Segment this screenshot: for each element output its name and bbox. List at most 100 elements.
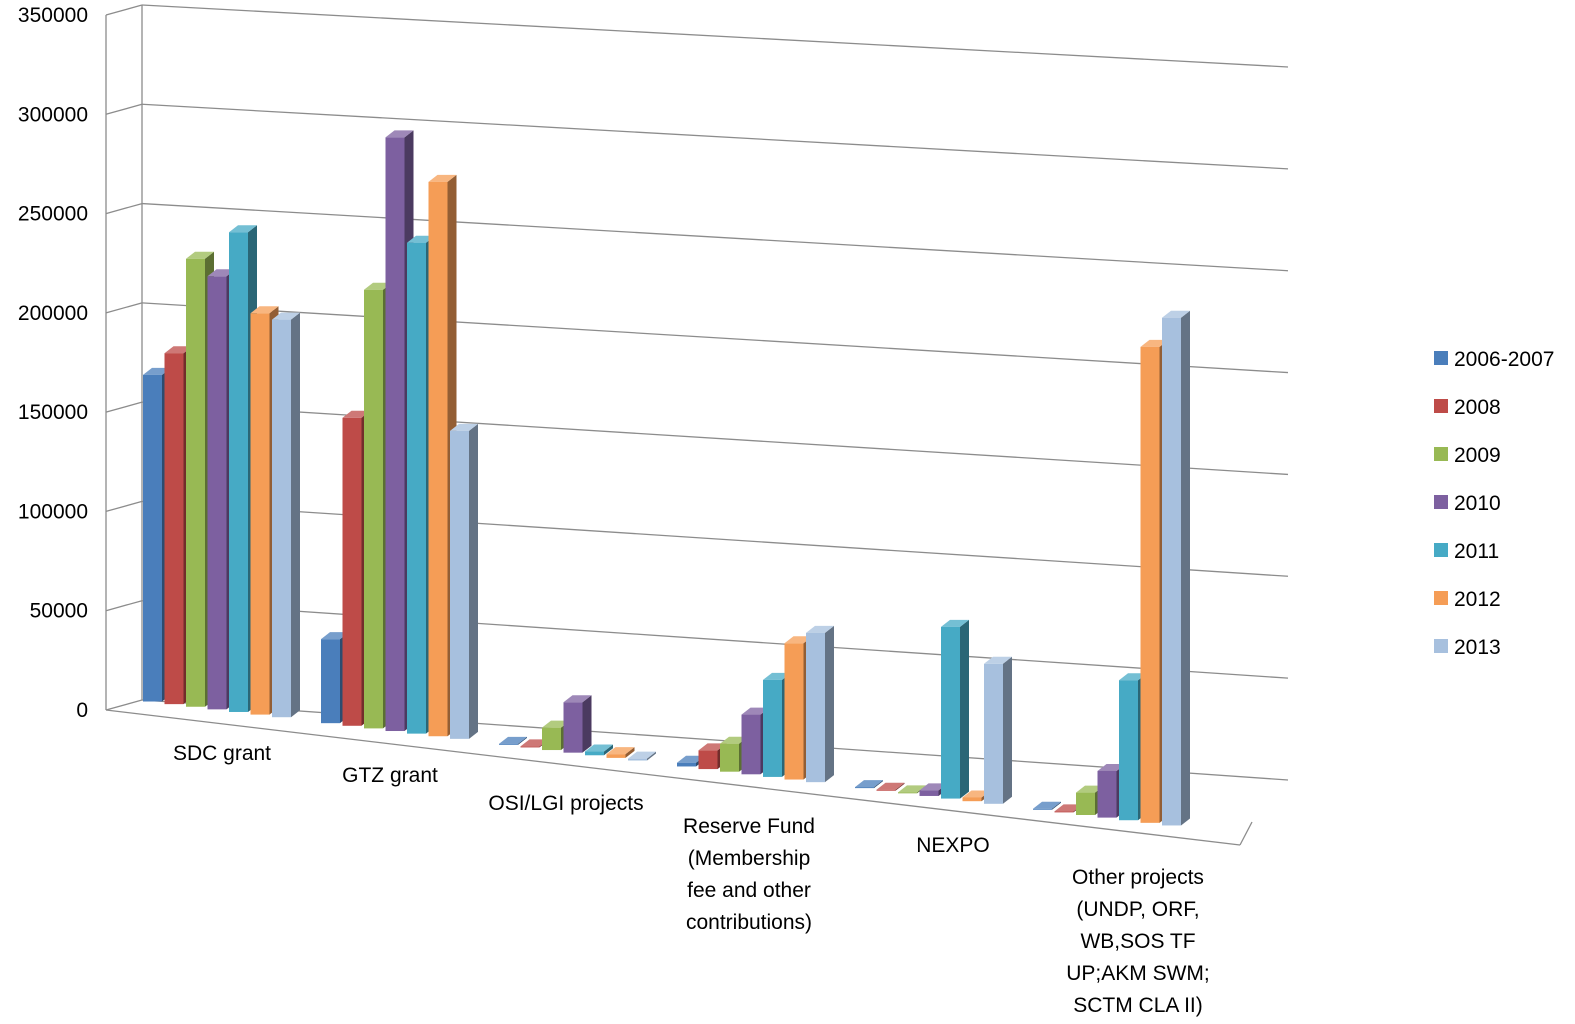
- category-label: Reserve Fund (Membership fee and other cont…: [683, 815, 815, 934]
- y-tick-label: 0: [76, 699, 88, 722]
- bar-side: [960, 619, 969, 799]
- gridline: [141, 202, 1289, 272]
- category-label: NEXPO: [916, 834, 990, 857]
- legend-swatch: [1434, 447, 1448, 461]
- gridlines: [105, 4, 1289, 781]
- bar-front: [628, 758, 647, 761]
- gridline-depth: [105, 103, 143, 115]
- bar: [272, 312, 300, 718]
- bar-top: [229, 225, 257, 233]
- gridline-depth: [105, 302, 143, 314]
- bar-top: [698, 743, 727, 751]
- bar-top: [806, 625, 834, 633]
- bar-side: [1181, 310, 1190, 826]
- bar-front: [919, 790, 939, 796]
- bar: [563, 695, 592, 753]
- bar: [1033, 801, 1061, 810]
- bar-top: [407, 235, 435, 243]
- bar-side: [1052, 801, 1061, 810]
- legend-swatch: [1434, 591, 1448, 605]
- bar-front: [520, 746, 540, 748]
- bar-front: [1162, 317, 1181, 826]
- category-label: Other projects (UNDP, ORF, WB,SOS TF UP;AKM…: [1066, 866, 1210, 1017]
- bar-top: [876, 782, 905, 790]
- bar-top: [428, 174, 457, 182]
- bar-front: [207, 276, 227, 710]
- legend-item: 2011: [1434, 540, 1499, 563]
- bar-front: [1054, 811, 1074, 813]
- y-tick-label: 250000: [18, 203, 88, 226]
- bar-front: [898, 792, 917, 794]
- bar-top: [720, 736, 748, 744]
- bar-side: [647, 751, 656, 761]
- bar-front: [428, 181, 448, 737]
- bar-top: [450, 423, 478, 431]
- bar-front: [720, 743, 739, 772]
- bar-front: [229, 232, 248, 712]
- bar-front: [806, 632, 825, 783]
- bar-front: [364, 289, 383, 729]
- gridline-depth: [105, 202, 143, 215]
- bar: [628, 751, 656, 761]
- bar-top: [741, 707, 770, 715]
- y-tick-labels: 0 50000 100000 150000 200000 250000 300000 3500…: [18, 4, 88, 722]
- bar-front: [1140, 346, 1160, 823]
- bar: [984, 656, 1012, 804]
- bar-top: [962, 790, 991, 798]
- bar-top: [364, 282, 392, 290]
- legend-label: 2011: [1454, 540, 1499, 563]
- category-label: OSI/LGI projects: [488, 792, 643, 815]
- bar-front: [321, 639, 340, 724]
- legend-swatch: [1434, 639, 1448, 653]
- y-tick-label: 300000: [18, 103, 88, 126]
- legend-label: 2009: [1454, 444, 1501, 467]
- legend-swatch: [1434, 543, 1448, 557]
- legend-label: 2008: [1454, 396, 1501, 419]
- bar-top: [1140, 339, 1169, 347]
- bar-top: [207, 269, 236, 277]
- bar-front: [1076, 792, 1095, 815]
- legend-label: 2013: [1454, 636, 1501, 659]
- bar-top: [763, 672, 791, 680]
- bar-top: [898, 785, 926, 793]
- bar-front: [962, 797, 982, 802]
- y-tick-label: 100000: [18, 500, 88, 523]
- bar-front: [1119, 680, 1138, 821]
- bar-front: [876, 789, 896, 791]
- legend-swatch: [1434, 495, 1448, 509]
- gridline-depth: [105, 600, 143, 612]
- bar-front: [450, 430, 469, 739]
- bar-front: [698, 750, 718, 770]
- bar-top: [542, 720, 570, 728]
- y-tick-label: 150000: [18, 401, 88, 424]
- floor-right-edge: [1239, 821, 1253, 846]
- bar-front: [272, 319, 291, 718]
- gridline: [141, 401, 1289, 476]
- bar-front: [1033, 808, 1052, 810]
- bar-top: [385, 130, 414, 138]
- bar-top: [1097, 763, 1126, 771]
- bar-top: [984, 656, 1012, 664]
- bar-side: [625, 747, 635, 758]
- gridline: [141, 103, 1289, 170]
- bar-top: [321, 632, 349, 640]
- gridline-depth: [105, 401, 143, 413]
- bar-front: [763, 679, 782, 777]
- bar-top: [784, 636, 813, 644]
- legend-label: 2006-2007: [1454, 348, 1554, 371]
- bar: [606, 747, 635, 758]
- category-label: GTZ grant: [342, 764, 438, 787]
- bar-top: [272, 312, 300, 320]
- bar-front: [606, 754, 626, 758]
- gridline-depth: [105, 699, 143, 711]
- bar-front: [984, 663, 1003, 804]
- gridline-depth: [105, 4, 143, 16]
- bar-top: [1054, 804, 1083, 812]
- legend-label: 2012: [1454, 588, 1501, 611]
- bar-side: [874, 780, 883, 789]
- bar-top: [1162, 310, 1190, 318]
- bar-top: [1033, 801, 1061, 809]
- bar-front: [941, 626, 960, 799]
- bar: [450, 423, 478, 739]
